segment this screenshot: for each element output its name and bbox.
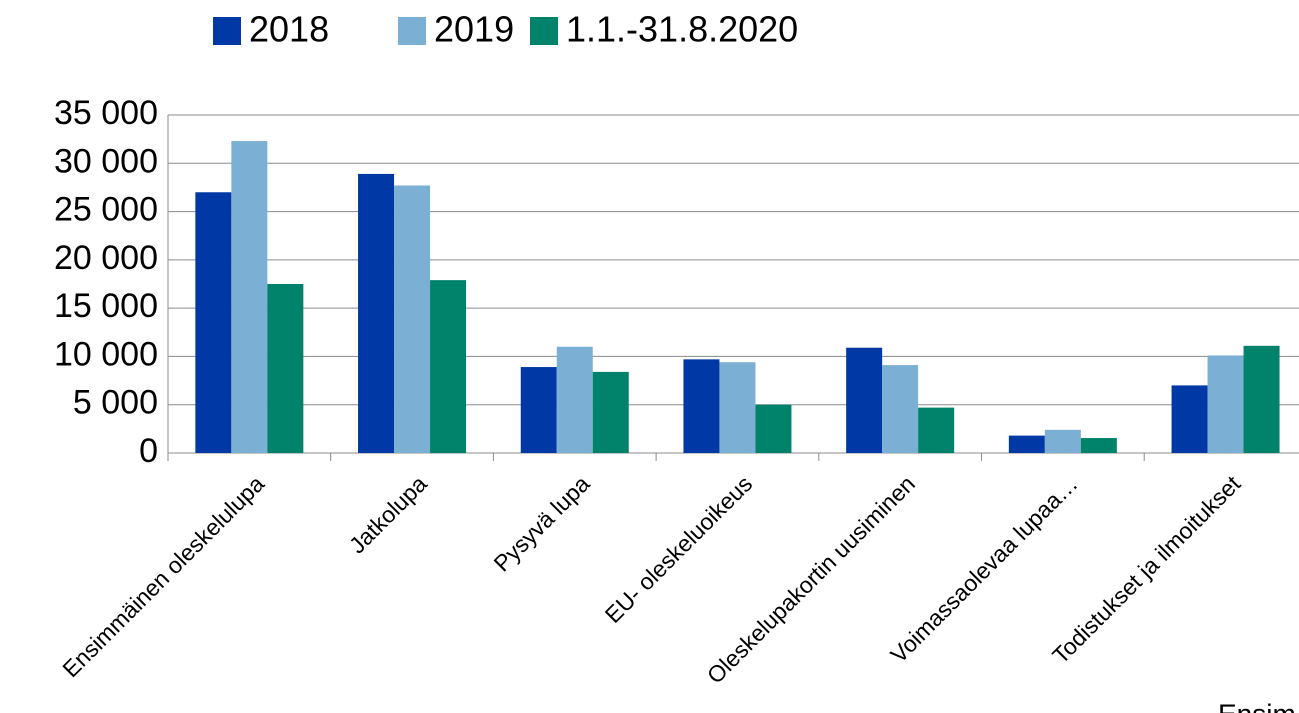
bar bbox=[1207, 355, 1244, 453]
bar bbox=[1080, 438, 1117, 453]
bar bbox=[267, 284, 304, 453]
bar bbox=[882, 365, 919, 453]
bar bbox=[1171, 385, 1208, 453]
y-tick-label: 0 bbox=[139, 432, 158, 470]
bar bbox=[1243, 345, 1280, 453]
bar bbox=[231, 141, 268, 453]
bar bbox=[755, 404, 792, 453]
y-tick-label: 25 000 bbox=[54, 191, 158, 229]
y-tick-label: 15 000 bbox=[54, 287, 158, 325]
x-tick-label: Ensimmäinen oleskelulupa bbox=[57, 470, 269, 682]
bar bbox=[556, 346, 593, 453]
x-tick-label: Todistukset ja ilmoitukset bbox=[1047, 470, 1246, 669]
bar bbox=[719, 362, 756, 453]
bar bbox=[846, 347, 883, 453]
bar bbox=[592, 371, 629, 453]
legend-label: 1.1.-31.8.2020 bbox=[566, 9, 798, 50]
legend-label: 2019 bbox=[434, 9, 514, 50]
y-tick-label: 30 000 bbox=[54, 142, 158, 180]
x-tick-label: Voimassaolevaa lupaa… bbox=[885, 470, 1082, 667]
legend-swatch bbox=[530, 17, 558, 45]
bar bbox=[520, 367, 557, 453]
legend-swatch bbox=[213, 17, 241, 45]
x-tick-label: Pysyvä lupa bbox=[489, 470, 595, 576]
legend-label: 2018 bbox=[249, 9, 329, 50]
bar bbox=[430, 280, 467, 453]
bar bbox=[1044, 429, 1081, 453]
legend-swatch bbox=[398, 17, 426, 45]
y-tick-label: 35 000 bbox=[54, 94, 158, 132]
x-tick-label: Jatkolupa bbox=[344, 470, 432, 558]
bar bbox=[394, 185, 431, 454]
bar bbox=[683, 359, 720, 453]
bar bbox=[918, 407, 955, 453]
y-tick-label: 5 000 bbox=[73, 384, 158, 422]
x-tick-label: EU- oleskeluoikeus bbox=[600, 470, 758, 628]
bar bbox=[195, 192, 232, 453]
bar bbox=[1008, 435, 1045, 453]
footer-text: Ensim bbox=[1218, 698, 1296, 713]
y-tick-label: 20 000 bbox=[54, 239, 158, 277]
bar bbox=[358, 173, 395, 453]
y-tick-label: 10 000 bbox=[54, 335, 158, 373]
